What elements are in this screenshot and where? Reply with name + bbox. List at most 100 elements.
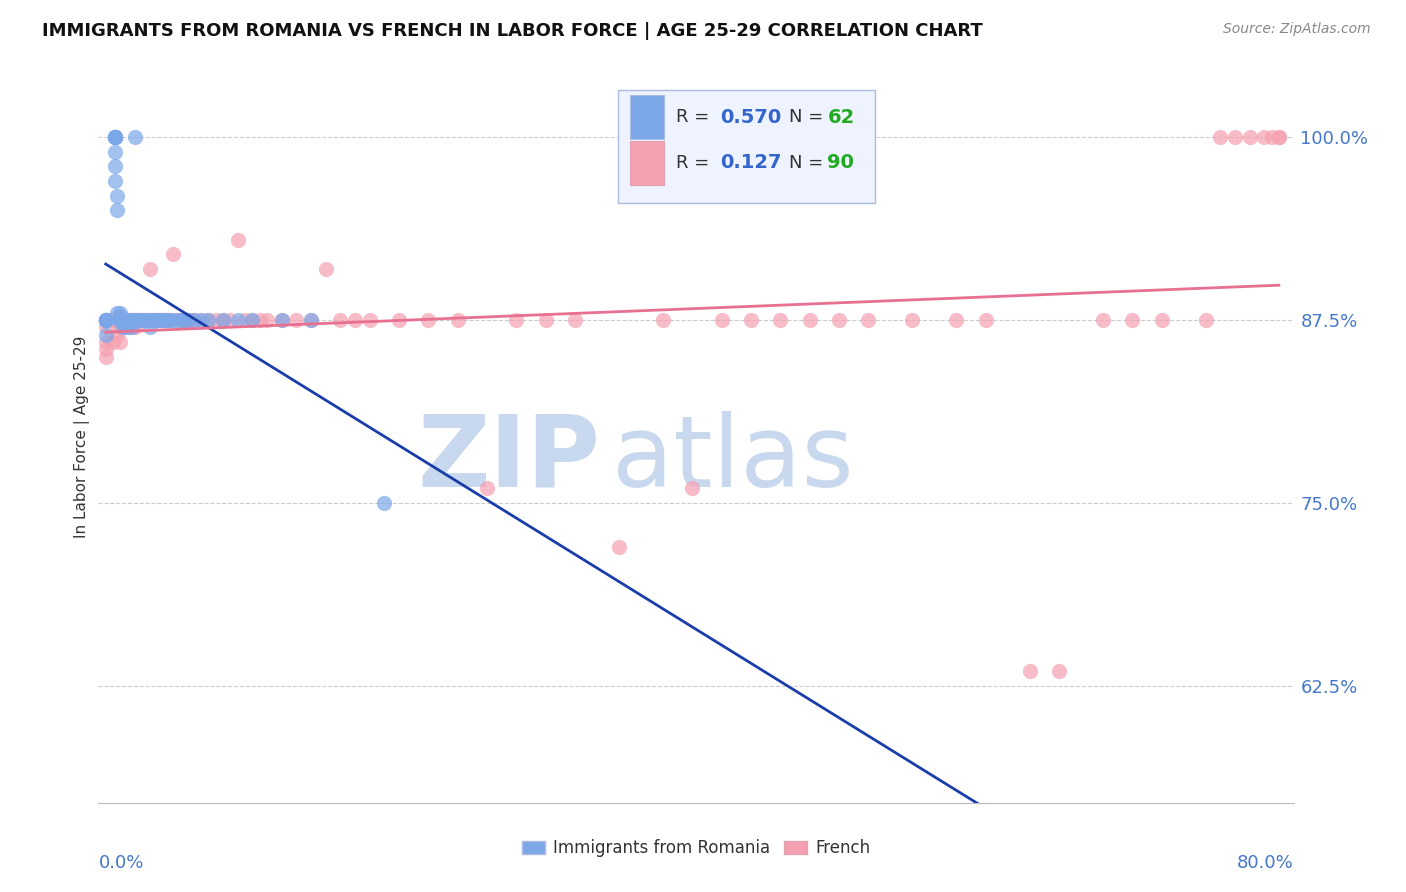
Point <box>107 306 129 320</box>
Point <box>170 313 193 327</box>
Point <box>117 313 139 327</box>
Point <box>94 313 117 327</box>
Point <box>329 313 352 327</box>
Point <box>740 313 762 327</box>
Point <box>174 313 197 327</box>
Point <box>153 313 176 327</box>
Point <box>94 313 117 327</box>
Point <box>1268 130 1291 145</box>
Point <box>94 334 117 349</box>
Point <box>226 313 249 327</box>
Point <box>124 130 146 145</box>
FancyBboxPatch shape <box>619 90 875 203</box>
Point <box>121 320 143 334</box>
Point <box>212 313 235 327</box>
Point <box>112 320 135 334</box>
Point <box>226 233 249 247</box>
Point <box>103 160 125 174</box>
Point <box>135 313 157 327</box>
Point <box>1121 313 1143 327</box>
Point <box>107 188 129 202</box>
Point <box>110 313 132 327</box>
Y-axis label: In Labor Force | Age 25-29: In Labor Force | Age 25-29 <box>75 336 90 538</box>
Point <box>150 313 173 327</box>
Text: 0.127: 0.127 <box>720 153 782 172</box>
Point <box>183 313 205 327</box>
Point <box>107 313 129 327</box>
Point <box>142 313 165 327</box>
Point <box>204 313 226 327</box>
Point <box>148 313 170 327</box>
Point <box>121 313 143 327</box>
Point <box>94 313 117 327</box>
Text: 62: 62 <box>827 108 855 127</box>
Point <box>359 313 381 327</box>
Point <box>110 334 132 349</box>
Point <box>129 313 152 327</box>
Point <box>447 313 470 327</box>
Point <box>190 313 212 327</box>
Point <box>1260 130 1282 145</box>
Point <box>94 327 117 342</box>
Point <box>1150 313 1173 327</box>
Point <box>156 313 179 327</box>
Point <box>103 130 125 145</box>
Point <box>242 313 264 327</box>
Point <box>101 334 124 349</box>
Point <box>132 313 155 327</box>
Point <box>167 313 190 327</box>
Point <box>129 313 152 327</box>
Point <box>94 313 117 327</box>
Point <box>139 320 162 334</box>
Point <box>124 313 146 327</box>
Point <box>110 313 132 327</box>
Point <box>127 313 149 327</box>
Point <box>190 313 212 327</box>
Point <box>162 313 184 327</box>
Point <box>112 313 135 327</box>
Point <box>103 174 125 188</box>
Point <box>174 313 197 327</box>
Point <box>388 313 411 327</box>
Point <box>115 320 138 334</box>
Point <box>131 313 153 327</box>
Point <box>110 313 132 327</box>
Point <box>607 540 630 554</box>
Point <box>197 313 219 327</box>
Point <box>242 313 264 327</box>
Point <box>256 313 278 327</box>
Point <box>148 313 170 327</box>
Text: IMMIGRANTS FROM ROMANIA VS FRENCH IN LABOR FORCE | AGE 25-29 CORRELATION CHART: IMMIGRANTS FROM ROMANIA VS FRENCH IN LAB… <box>42 22 983 40</box>
Point <box>373 496 395 510</box>
Point <box>94 320 117 334</box>
Text: 0.0%: 0.0% <box>98 854 143 872</box>
Point <box>139 313 162 327</box>
Point <box>418 313 440 327</box>
Point <box>103 130 125 145</box>
Point <box>118 313 141 327</box>
Point <box>1047 664 1070 678</box>
Point <box>1239 130 1261 145</box>
Point <box>94 313 117 327</box>
Point <box>652 313 675 327</box>
Point <box>299 313 322 327</box>
Point <box>135 313 157 327</box>
Point <box>197 313 219 327</box>
Point <box>142 313 165 327</box>
Point <box>1223 130 1246 145</box>
Point <box>94 350 117 364</box>
Point <box>118 313 141 327</box>
Point <box>115 313 138 327</box>
Point <box>101 313 124 327</box>
Point <box>1018 664 1040 678</box>
Text: 80.0%: 80.0% <box>1237 854 1294 872</box>
Point <box>139 313 162 327</box>
Point <box>103 130 125 145</box>
Point <box>177 313 200 327</box>
Point <box>799 313 821 327</box>
Point <box>107 203 129 218</box>
Point <box>103 145 125 159</box>
Point <box>162 247 184 261</box>
Point <box>1268 130 1291 145</box>
Point <box>1253 130 1275 145</box>
